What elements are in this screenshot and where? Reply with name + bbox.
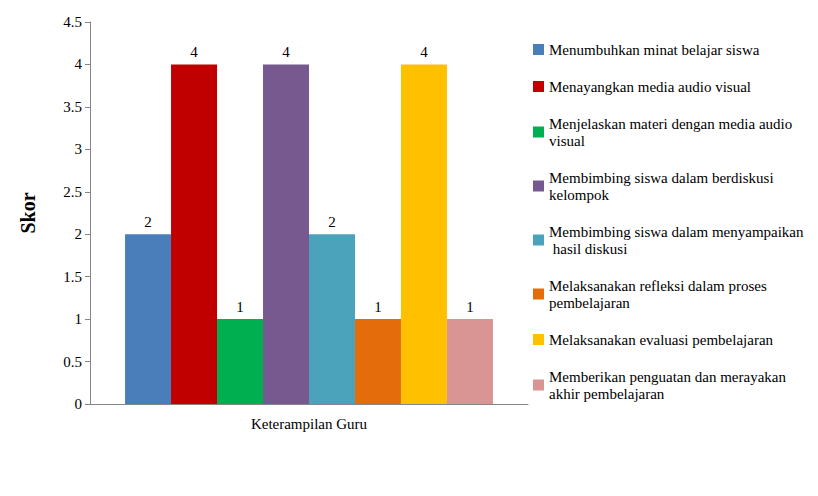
svg-text:1: 1 xyxy=(236,299,244,315)
svg-text:Memberikan penguatan dan meray: Memberikan penguatan dan merayakan xyxy=(549,369,790,385)
svg-text:Melaksanakan refleksi dalam pr: Melaksanakan refleksi dalam proses xyxy=(549,278,771,294)
svg-text:akhir pembelajaran: akhir pembelajaran xyxy=(549,386,665,402)
svg-text:Melaksanakan evaluasi pembelaj: Melaksanakan evaluasi pembelajaran xyxy=(549,332,774,348)
svg-text:hasil diskusi: hasil diskusi xyxy=(549,241,627,257)
svg-text:Skor: Skor xyxy=(17,192,39,233)
svg-text:Menumbuhkan minat belajar sisw: Menumbuhkan minat belajar siswa xyxy=(549,42,760,58)
svg-text:visual: visual xyxy=(549,133,585,149)
svg-text:1: 1 xyxy=(75,311,83,327)
svg-text:1: 1 xyxy=(466,299,474,315)
svg-text:3: 3 xyxy=(75,141,83,157)
svg-text:2: 2 xyxy=(328,214,336,230)
svg-text:4: 4 xyxy=(420,44,428,60)
svg-text:3.5: 3.5 xyxy=(63,99,82,115)
svg-text:0.5: 0.5 xyxy=(63,354,82,370)
svg-text:Menjelaskan materi dengan medi: Menjelaskan materi dengan media audio xyxy=(549,116,796,132)
svg-text:1.5: 1.5 xyxy=(63,269,82,285)
svg-text:1: 1 xyxy=(374,299,382,315)
svg-text:Menayangkan media audio visual: Menayangkan media audio visual xyxy=(549,79,751,95)
svg-text:kelompok: kelompok xyxy=(549,187,609,203)
svg-text:4: 4 xyxy=(282,44,290,60)
svg-text:4: 4 xyxy=(75,56,83,72)
svg-text:pembelajaran: pembelajaran xyxy=(549,295,630,311)
svg-text:Membimbing siswa dalam menyamp: Membimbing siswa dalam menyampaikan xyxy=(549,224,804,240)
svg-text:2: 2 xyxy=(75,226,83,242)
svg-text:4: 4 xyxy=(190,44,198,60)
svg-text:4.5: 4.5 xyxy=(63,14,82,30)
svg-text:2: 2 xyxy=(144,214,152,230)
svg-text:0: 0 xyxy=(75,396,83,412)
svg-text:Membimbing siswa dalam berdisk: Membimbing siswa dalam berdiskusi xyxy=(549,170,777,186)
svg-text:2.5: 2.5 xyxy=(63,184,82,200)
svg-text:Keterampilan Guru: Keterampilan Guru xyxy=(251,416,368,432)
